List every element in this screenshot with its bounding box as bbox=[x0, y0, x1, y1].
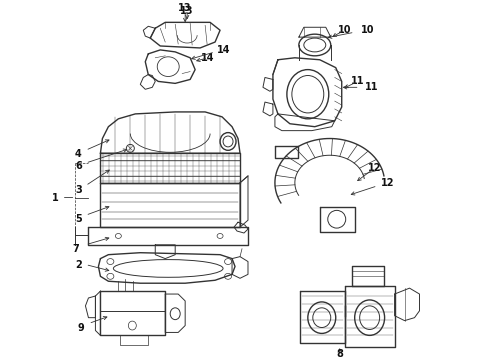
Text: 12: 12 bbox=[381, 178, 394, 188]
Text: 13: 13 bbox=[178, 3, 192, 13]
Text: 8: 8 bbox=[336, 349, 343, 359]
Text: 12: 12 bbox=[368, 163, 381, 173]
Text: 5: 5 bbox=[75, 214, 82, 224]
Text: 4: 4 bbox=[75, 149, 82, 159]
Text: 11: 11 bbox=[351, 76, 365, 86]
Text: 1: 1 bbox=[52, 193, 73, 203]
Text: 13: 13 bbox=[180, 5, 194, 15]
Text: 10: 10 bbox=[361, 25, 374, 35]
Text: 2: 2 bbox=[75, 260, 82, 270]
Text: 9: 9 bbox=[77, 323, 84, 333]
Text: 14: 14 bbox=[201, 53, 215, 63]
Text: 6: 6 bbox=[75, 161, 82, 171]
Text: 10: 10 bbox=[338, 25, 351, 35]
Text: 7: 7 bbox=[72, 244, 79, 254]
Text: 11: 11 bbox=[365, 82, 378, 92]
Text: 14: 14 bbox=[217, 45, 231, 55]
Text: 3: 3 bbox=[75, 185, 82, 195]
